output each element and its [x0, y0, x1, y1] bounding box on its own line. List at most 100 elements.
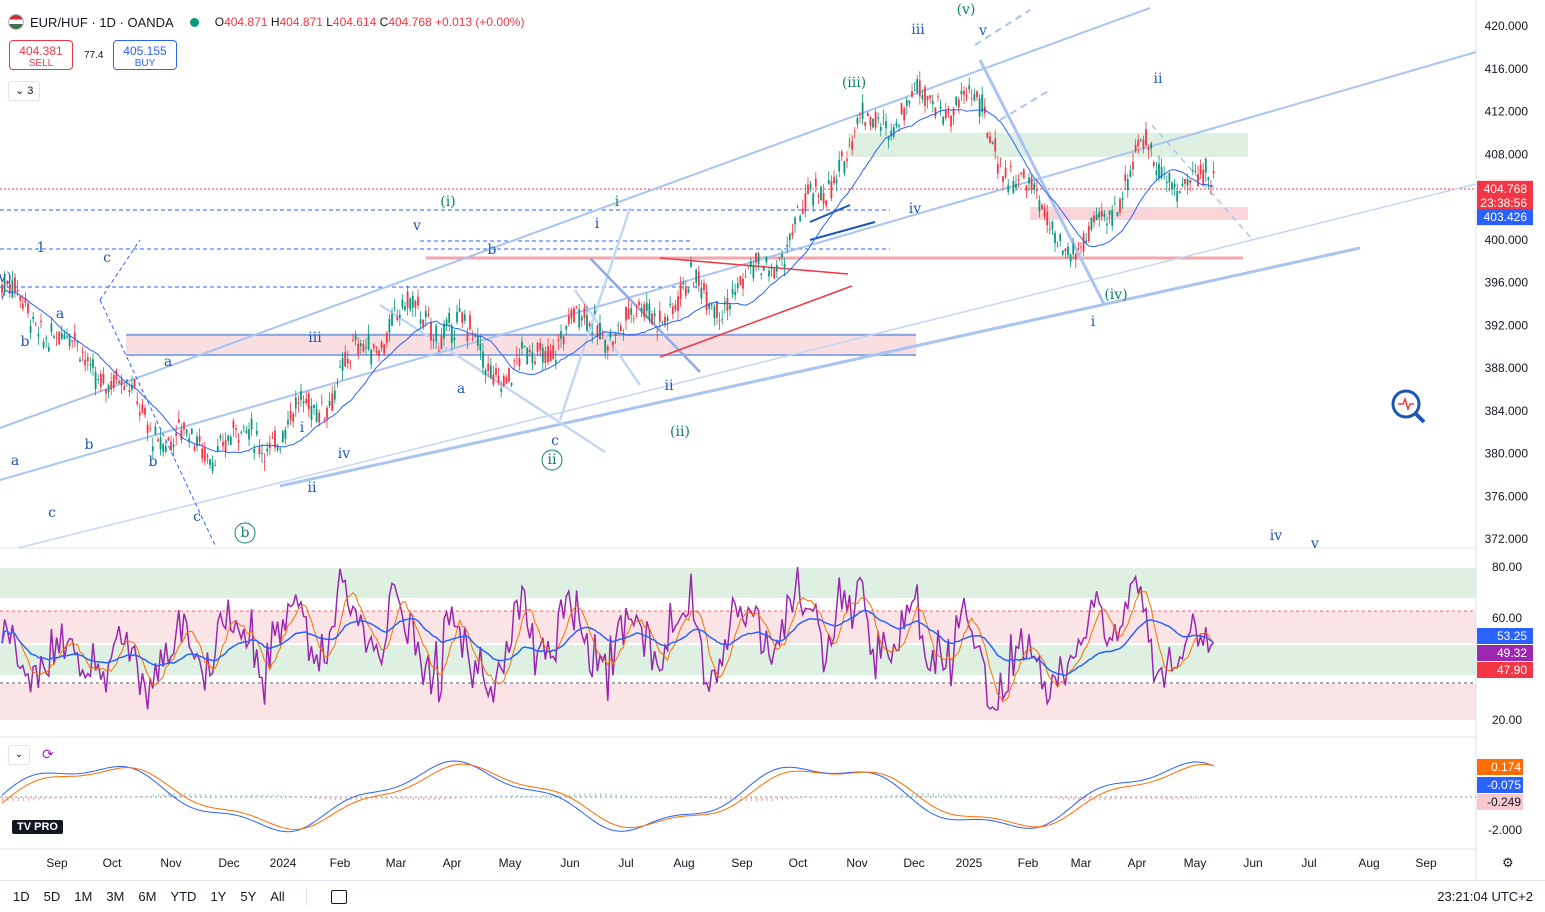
macd-histogram-bar [376, 797, 378, 800]
timeframe-5y[interactable]: 5Y [240, 889, 257, 904]
candle-body [859, 114, 861, 116]
candle-body [892, 126, 895, 137]
candle-body [1041, 204, 1043, 210]
x-axis-label: Nov [846, 856, 867, 870]
macd-histogram-bar [568, 794, 570, 797]
wave-label: b [85, 437, 94, 453]
symbol-title[interactable]: EUR/HUF · 1D · OANDA [30, 14, 174, 30]
indicators-collapse-button[interactable]: ⌄ 3 [8, 81, 41, 101]
candle-body [383, 344, 386, 354]
wave-label: a [457, 381, 465, 397]
candle-body [788, 233, 791, 241]
wave-label: ii [665, 378, 674, 394]
candle-body [718, 319, 721, 321]
candle-body [76, 341, 79, 343]
candle-body [167, 437, 170, 441]
macd-histogram-bar [402, 797, 404, 800]
macd-histogram-bar [334, 797, 336, 800]
candle-body [1004, 167, 1007, 178]
candle-body [560, 331, 562, 339]
sync-icon[interactable]: ⟳ [38, 745, 58, 763]
timeframe-ytd[interactable]: YTD [170, 889, 197, 904]
candle-body [248, 429, 250, 440]
macd-histogram-bar [1088, 797, 1090, 801]
candle-body [658, 310, 661, 322]
candle-body [898, 125, 900, 127]
macd-histogram-bar [22, 797, 24, 801]
candle-body [437, 350, 440, 352]
candle-body [120, 379, 123, 386]
sell-button[interactable]: 404.381 SELL [9, 40, 73, 70]
macd-histogram-bar [984, 795, 986, 797]
timeframe-6m[interactable]: 6M [138, 889, 157, 904]
macd-histogram-bar [184, 793, 186, 797]
spread-value: 77.4 [84, 50, 104, 61]
candle-body [144, 407, 146, 415]
candle-body [1002, 176, 1004, 182]
candle-body [378, 350, 380, 357]
pane-collapse-button[interactable]: ⌄ [8, 745, 30, 765]
timeframe-1y[interactable]: 1Y [210, 889, 227, 904]
candle-body [102, 373, 105, 384]
macd-histogram-bar [553, 794, 555, 797]
wave-label: i [615, 194, 620, 210]
ohlc-values: O404.871 H404.871 L404.614 C404.768 +0.0… [214, 15, 525, 29]
macd-histogram-bar [1120, 797, 1122, 800]
candle-body [188, 438, 191, 443]
macd-histogram-bar [490, 795, 492, 797]
macd-histogram-bar [1052, 797, 1054, 799]
candle-body [1103, 213, 1106, 217]
wave-circle [541, 449, 563, 471]
timeframe-3m[interactable]: 3M [106, 889, 125, 904]
candle-body [736, 283, 739, 288]
timeframe-1m[interactable]: 1M [74, 889, 93, 904]
candle-body [1145, 129, 1147, 146]
candle-body [289, 410, 292, 421]
x-axis-label: Aug [673, 856, 694, 870]
candle-body [128, 389, 131, 393]
wave-label: iv [1270, 528, 1282, 544]
timeframe-selector: 1D 5D 1M 3M 6M YTD 1Y 5Y All [8, 886, 290, 907]
chart-settings-icon[interactable]: ⚙ [1502, 855, 1514, 870]
macd-histogram-bar [652, 797, 654, 798]
x-axis-label: Oct [103, 856, 122, 870]
zoom-search-icon[interactable] [1391, 389, 1426, 424]
candle-body [851, 141, 854, 150]
candle-body [1098, 212, 1101, 218]
macd-histogram-bar [776, 797, 778, 801]
buy-button[interactable]: 405.155 BUY [113, 40, 177, 70]
macd-histogram-bar [152, 794, 154, 797]
candle-body [986, 132, 989, 138]
macd-histogram-bar [1172, 797, 1174, 800]
macd-histogram-bar [964, 795, 966, 797]
candle-body [279, 448, 282, 450]
macd-histogram-bar [142, 795, 144, 797]
candle-body [1178, 191, 1181, 194]
timeframe-1d[interactable]: 1D [13, 889, 30, 904]
candle-body [1077, 248, 1080, 250]
candle-body [1147, 147, 1150, 151]
macd-histogram-bar [293, 796, 295, 797]
candle-body [445, 319, 448, 326]
support-zone-1 [1030, 207, 1248, 220]
macd-histogram-bar [272, 794, 274, 797]
market-status-icon [189, 17, 199, 27]
macd-histogram-bar [241, 794, 243, 797]
candle-body [222, 442, 224, 447]
timeframe-5d[interactable]: 5D [43, 889, 61, 904]
candle-body [157, 439, 159, 442]
candle-body [3, 276, 6, 292]
macd-axis-label: -2.000 [1488, 823, 1522, 837]
y-axis-label: 388.000 [1485, 361, 1529, 375]
y-axis-label: 420.000 [1485, 19, 1529, 33]
candle-body [479, 343, 482, 351]
macd-histogram-bar [787, 797, 789, 800]
candle-body [430, 322, 432, 341]
ma-price-tag: 403.426 [1484, 210, 1528, 224]
clock: 23:21:04 UTC+2 [1437, 889, 1533, 904]
candle-body [796, 206, 799, 208]
calendar-icon[interactable] [330, 889, 347, 904]
candle-body [352, 340, 354, 341]
timeframe-all[interactable]: All [270, 889, 285, 904]
